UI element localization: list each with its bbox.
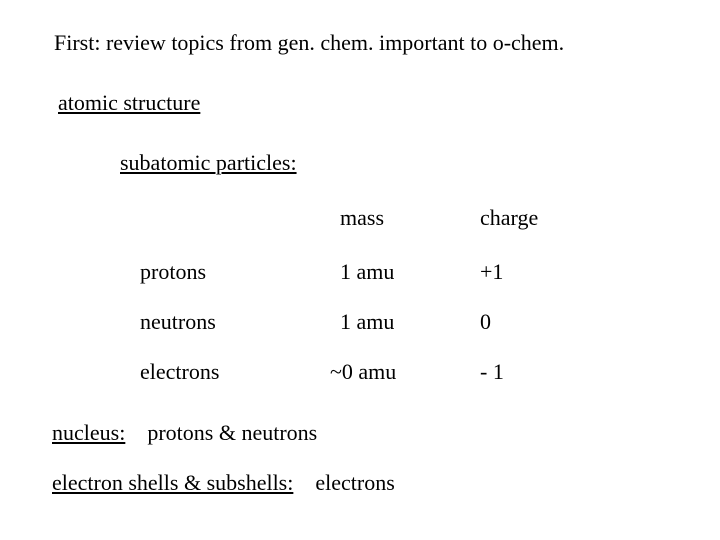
nucleus-label: nucleus: [52,420,125,445]
cell-particle: neutrons [140,285,340,335]
table-header-row: mass charge [140,205,600,231]
cell-mass: 1 amu [340,231,480,285]
cell-charge: 0 [480,285,600,335]
heading-subatomic-particles: subatomic particles: [120,150,297,176]
table-row: protons 1 amu +1 [140,231,600,285]
cell-particle: protons [140,231,340,285]
nucleus-line: nucleus: protons & neutrons [52,420,317,446]
header-blank [140,205,340,231]
cell-mass: 1 amu [340,285,480,335]
shells-line: electron shells & subshells: electrons [52,470,395,496]
heading-atomic-structure: atomic structure [58,90,200,116]
cell-particle: electrons [140,335,340,385]
nucleus-value: protons & neutrons [147,420,317,445]
shells-value: electrons [315,470,394,495]
particles-table: mass charge protons 1 amu +1 neutrons 1 … [140,205,600,385]
table-row: electrons ~0 amu - 1 [140,335,600,385]
cell-charge: - 1 [480,335,600,385]
header-mass: mass [340,205,480,231]
header-charge: charge [480,205,600,231]
shells-label: electron shells & subshells: [52,470,293,495]
cell-charge: +1 [480,231,600,285]
cell-mass: ~0 amu [330,335,470,385]
slide: First: review topics from gen. chem. imp… [0,0,720,540]
table-row: neutrons 1 amu 0 [140,285,600,335]
title-line: First: review topics from gen. chem. imp… [54,30,564,56]
